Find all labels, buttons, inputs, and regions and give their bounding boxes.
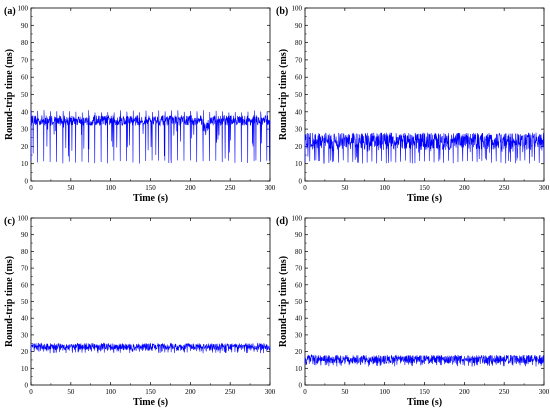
- x-tick-label: 250: [499, 388, 510, 396]
- series-line-1: [304, 132, 545, 164]
- y-tick-label: 80: [21, 248, 29, 256]
- x-axis-title: Time (s): [407, 193, 442, 204]
- panel-label: (a): [4, 6, 16, 17]
- plot-frame: [30, 217, 271, 386]
- panel-b: 0 10 20 30 40 50 60 70 80 90 100 0 50 100 150 200 250 300…: [276, 5, 550, 205]
- y-tick-label: 30: [21, 126, 29, 134]
- panel-d: 0 10 20 30 40 50 60 70 80 90 100 0 50 100 150 200 250 300…: [276, 215, 550, 409]
- x-tick-label: 250: [225, 184, 236, 192]
- y-axis-title: Round-trip time (ms): [278, 49, 289, 140]
- x-tick-label: 50: [67, 388, 75, 396]
- x-tick-label: 200: [459, 184, 470, 192]
- y-tick-label: 10: [21, 365, 29, 373]
- y-tick-label: 100: [292, 215, 303, 223]
- panel-label: (d): [276, 216, 288, 227]
- y-tick-label: 30: [295, 331, 303, 339]
- series-line-1: [304, 353, 545, 367]
- y-tick-label: 30: [295, 126, 303, 134]
- y-tick-label: 70: [21, 265, 29, 273]
- x-tick-label: 0: [303, 184, 307, 192]
- y-tick-label: 50: [21, 91, 29, 99]
- y-tick-label: 40: [295, 108, 303, 116]
- y-tick-label: 60: [295, 281, 303, 289]
- x-tick-label: 0: [29, 388, 33, 396]
- y-tick-label: 90: [295, 22, 303, 30]
- y-tick-label: 100: [18, 215, 29, 223]
- y-tick-label: 0: [25, 382, 29, 390]
- y-tick-label: 100: [292, 5, 303, 13]
- x-tick-label: 100: [105, 388, 116, 396]
- y-tick-label: 50: [295, 298, 303, 306]
- y-tick-label: 0: [299, 382, 303, 390]
- y-tick-label: 0: [299, 178, 303, 186]
- x-tick-label: 300: [265, 184, 276, 192]
- y-tick-label: 40: [21, 108, 29, 116]
- x-tick-label: 0: [303, 388, 307, 396]
- y-tick-label: 10: [21, 160, 29, 168]
- x-axis-title: Time (s): [133, 193, 168, 204]
- y-axis-title: Round-trip time (ms): [278, 256, 289, 347]
- y-tick-label: 40: [21, 315, 29, 323]
- x-tick-label: 300: [265, 388, 276, 396]
- panel-label: (c): [4, 216, 15, 227]
- y-tick-label: 80: [21, 39, 29, 47]
- x-tick-label: 200: [459, 388, 470, 396]
- y-tick-label: 90: [21, 22, 29, 30]
- x-axis-title: Time (s): [407, 397, 442, 408]
- y-tick-label: 60: [295, 74, 303, 82]
- x-tick-label: 100: [379, 184, 390, 192]
- y-tick-label: 0: [25, 178, 29, 186]
- x-tick-label: 100: [105, 184, 116, 192]
- y-tick-label: 60: [21, 74, 29, 82]
- panel-c: 0 10 20 30 40 50 60 70 80 90 100 0 50 100 150 200 250 300…: [4, 215, 276, 409]
- y-tick-label: 90: [21, 231, 29, 239]
- x-tick-label: 150: [419, 388, 430, 396]
- x-tick-label: 0: [29, 184, 33, 192]
- x-tick-label: 150: [145, 184, 156, 192]
- y-tick-label: 70: [295, 56, 303, 64]
- series-line-1: [30, 110, 271, 164]
- x-tick-label: 200: [185, 388, 196, 396]
- y-tick-label: 20: [295, 143, 303, 151]
- x-tick-label: 250: [499, 184, 510, 192]
- x-tick-label: 50: [67, 184, 75, 192]
- y-tick-label: 10: [295, 365, 303, 373]
- y-axis-title: Round-trip time (ms): [4, 49, 15, 140]
- x-tick-label: 200: [185, 184, 196, 192]
- plot-frame: [30, 7, 271, 182]
- y-tick-label: 20: [295, 348, 303, 356]
- y-tick-label: 50: [295, 91, 303, 99]
- y-tick-label: 30: [21, 331, 29, 339]
- y-tick-label: 80: [295, 39, 303, 47]
- x-tick-label: 250: [225, 388, 236, 396]
- y-tick-label: 40: [295, 315, 303, 323]
- y-axis-title: Round-trip time (ms): [4, 256, 15, 347]
- y-tick-label: 90: [295, 231, 303, 239]
- x-tick-label: 150: [419, 184, 430, 192]
- x-tick-label: 300: [539, 388, 550, 396]
- panel-label: (b): [276, 6, 288, 17]
- x-tick-label: 50: [341, 388, 349, 396]
- x-tick-label: 300: [539, 184, 550, 192]
- panel-a: 0 10 20 30 40 50 60 70 80 90 100 0 50 100 150 200 250 300…: [4, 5, 276, 205]
- x-tick-label: 150: [145, 388, 156, 396]
- y-tick-label: 50: [21, 298, 29, 306]
- y-tick-label: 100: [18, 5, 29, 13]
- y-tick-label: 80: [295, 248, 303, 256]
- x-axis-title: Time (s): [133, 397, 168, 408]
- y-tick-label: 20: [21, 348, 29, 356]
- x-tick-label: 100: [379, 388, 390, 396]
- y-tick-label: 10: [295, 160, 303, 168]
- y-tick-label: 70: [21, 56, 29, 64]
- y-tick-label: 60: [21, 281, 29, 289]
- series-line-1: [30, 342, 271, 354]
- y-tick-label: 70: [295, 265, 303, 273]
- x-tick-label: 50: [341, 184, 349, 192]
- y-tick-label: 20: [21, 143, 29, 151]
